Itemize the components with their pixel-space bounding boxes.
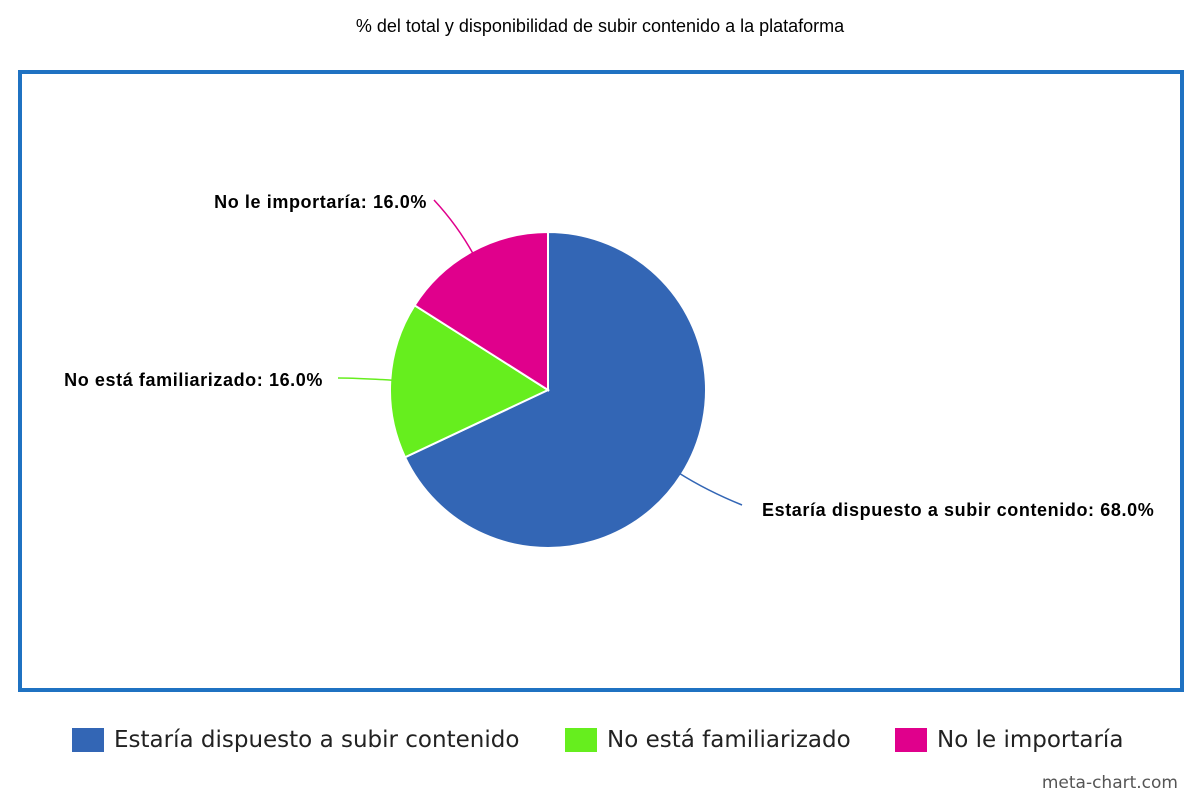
- legend-label: No le importaría: [937, 727, 1124, 753]
- label-leader-line: [677, 471, 743, 506]
- legend: Estaría dispuesto a subir contenido No e…: [0, 722, 1200, 758]
- slice-data-label: No le importaría: 16.0%: [214, 192, 427, 212]
- label-leader-line: [337, 377, 395, 382]
- slice-data-label: No está familiarizado: 16.0%: [64, 370, 323, 390]
- legend-swatch: [72, 728, 104, 752]
- label-leader-line: [433, 199, 475, 256]
- chart-title: % del total y disponibilidad de subir co…: [355, 16, 845, 36]
- legend-item-no-le-importaria[interactable]: No le importaría: [895, 722, 1123, 758]
- legend-label: No está familiarizado: [607, 727, 851, 753]
- slice-data-label: Estaría dispuesto a subir contenido: 68.…: [762, 500, 1154, 520]
- legend-label: Estaría dispuesto a subir contenido: [114, 727, 520, 753]
- legend-item-estaria-dispuesto[interactable]: Estaría dispuesto a subir contenido: [72, 722, 519, 758]
- plot-frame: [18, 70, 1184, 692]
- legend-swatch: [565, 728, 597, 752]
- legend-item-no-familiarizado[interactable]: No está familiarizado: [565, 722, 851, 758]
- watermark: meta-chart.com: [1041, 773, 1178, 793]
- legend-swatch: [895, 728, 927, 752]
